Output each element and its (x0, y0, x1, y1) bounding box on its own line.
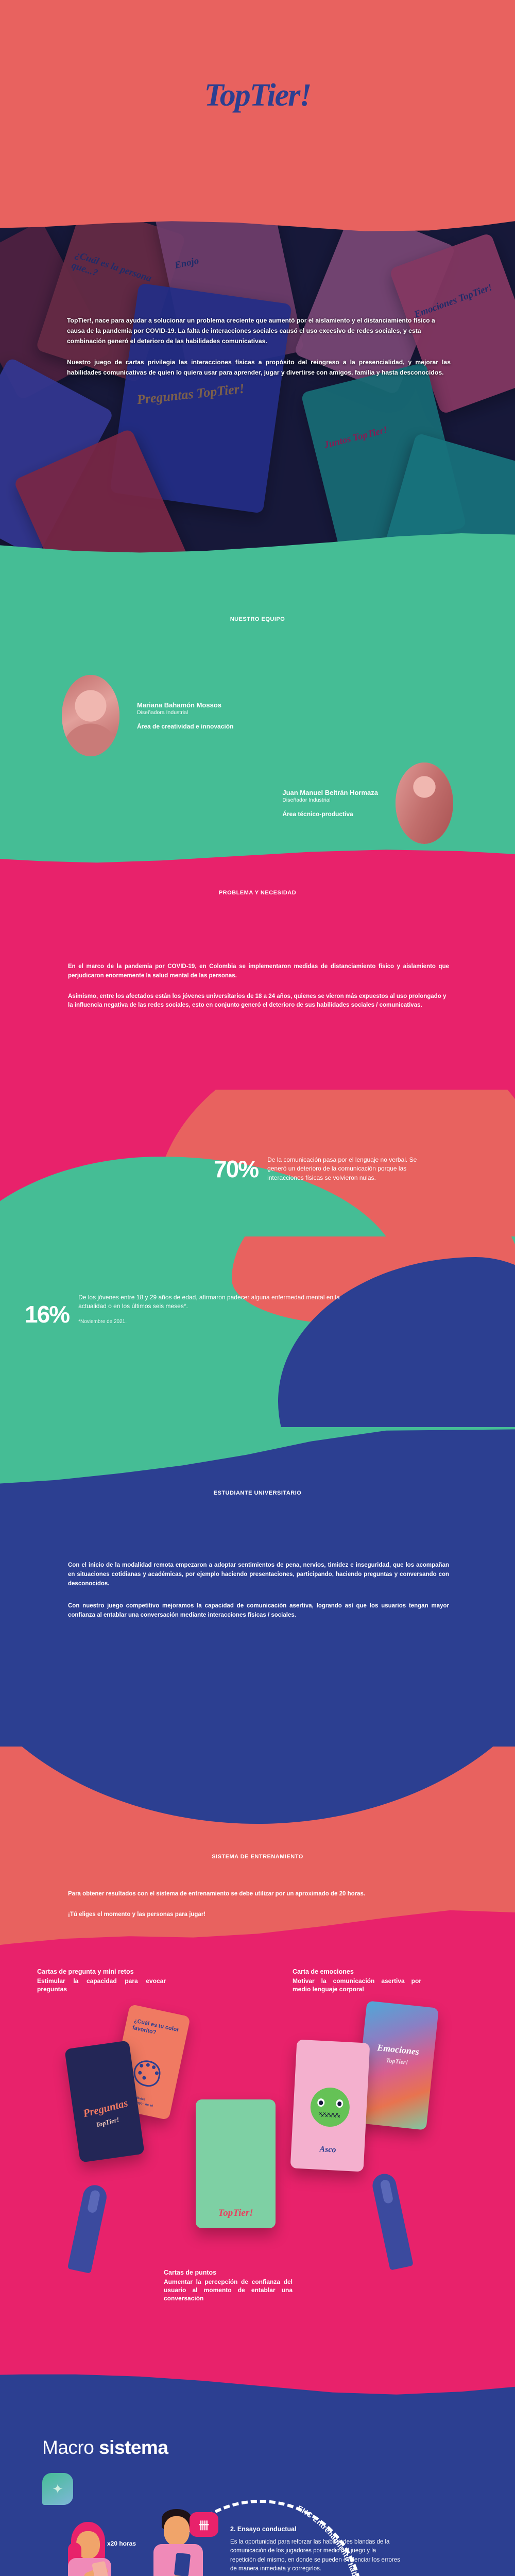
card-label: Asco (319, 2145, 336, 2155)
avatar (62, 675, 119, 756)
intro-photo-section: ¿Cuál es la persona que...? Enojo Emocio… (0, 205, 515, 566)
card-type-desc: Motivar la comunicación asertiva por med… (293, 1977, 421, 1993)
disgust-face-icon (309, 2087, 351, 2128)
hand-right-illustration (370, 2172, 414, 2270)
member-role: Diseñadora Industrial (137, 709, 188, 716)
training-body: Para obtener resultados con el sistema d… (68, 1890, 449, 1920)
member-name: Juan Manuel Beltrán Hormaza (282, 788, 378, 796)
team-member-info: Mariana Bahamón Mossos Diseñadora Indust… (137, 701, 233, 731)
training-paragraph-2: ¡Tú eliges el momento y las personas par… (68, 1911, 206, 1918)
card-type-caption-points: Cartas de puntos Aumentar la percepción … (164, 2269, 293, 2303)
head (164, 2516, 190, 2546)
intro-paragraph-2: Nuestro juego de cartas privilegia las i… (67, 359, 451, 377)
cards-showcase-section: Cartas de pregunta y mini retos Estimula… (0, 1953, 515, 2385)
arc-label-wrapper: EHC Entrenamiento habilidades conductual… (288, 2503, 443, 2576)
sparkle-bubble: ✦ (42, 2473, 73, 2505)
stat-row-16: 16% De los jóvenes entre 18 y 29 años de… (25, 1293, 344, 1326)
member-area: Área técnico-productiva (282, 810, 353, 818)
card-type-title: Carta de emociones (293, 1968, 354, 1975)
student-section: ESTUDIANTE UNIVERSITARIO Con el inicio d… (0, 1427, 515, 1757)
mouth (319, 2111, 340, 2119)
person-illustration-girl (62, 2522, 124, 2576)
avatar-photo (62, 675, 119, 756)
problem-paragraph-2: Asimismo, entre los afectados están los … (68, 993, 447, 1009)
member-area: Área de creatividad e innovación (137, 723, 234, 731)
problem-section: PROBLEMA Y NECESIDAD En el marco de la p… (0, 866, 515, 1108)
training-section: SISTEMA DE ENTRENAMIENTO Para obtener re… (0, 1747, 515, 1963)
step-text: Es la oportunidad para reforzar las habi… (230, 2539, 400, 2572)
card-type-title: Cartas de pregunta y mini retos (37, 1968, 134, 1975)
stat-70-section: 70% De la comunicación pasa por el lengu… (0, 1090, 515, 1255)
card-title: TopTier! (218, 2208, 253, 2218)
stat-text: De los jóvenes entre 18 y 29 años de eda… (78, 1294, 340, 1310)
macro-title-bold: sistema (99, 2437, 168, 2458)
emotion-card: Asco (290, 2039, 370, 2172)
team-section: NUESTRO EQUIPO Mariana Bahamón Mossos Di… (0, 556, 515, 876)
intro-text-block: TopTier!, nace para ayudar a solucionar … (67, 316, 451, 378)
student-body: Con el inicio de la modalidad remota emp… (68, 1561, 449, 1620)
stat-text: De la comunicación pasa por el lenguaje … (267, 1156, 417, 1181)
problem-body: En el marco de la pandemia por COVID-19,… (68, 962, 449, 1010)
training-title: SISTEMA DE ENTRENAMIENTO (212, 1854, 303, 1860)
hand-left-illustration (67, 2183, 109, 2274)
green-wave-divider (0, 1427, 515, 1484)
card-type-caption-emotions: Carta de emociones Motivar la comunicaci… (293, 1968, 421, 1993)
macro-title-thin: Macro (42, 2437, 94, 2458)
team-member-info: Juan Manuel Beltrán Hormaza Diseñador In… (282, 789, 378, 818)
training-paragraph-1: Para obtener resultados con el sistema d… (68, 1891, 366, 1897)
points-card: TopTier! (196, 2099, 276, 2228)
stat-16-section: 16% De los jóvenes entre 18 y 29 años de… (0, 1236, 515, 1443)
student-title: ESTUDIANTE UNIVERSITARIO (213, 1490, 302, 1496)
speech-bubble-tally: 卌 (190, 2512, 218, 2537)
macro-step-2: 2. Ensayo conductual Es la oportunidad p… (230, 2526, 400, 2573)
team-title: NUESTRO EQUIPO (230, 616, 285, 622)
repeat-label: x20 horas (107, 2540, 136, 2547)
stat-footnote: *Noviembre de 2021. (78, 1318, 127, 1325)
wave-divider-top (0, 2365, 515, 2395)
macro-system-section: Macro sistema EHC Entrenamiento habilida… (0, 2365, 515, 2576)
palette-icon (131, 2058, 163, 2089)
card-type-caption-questions: Cartas de pregunta y mini retos Estimula… (37, 1968, 166, 1993)
problem-paragraph-1: En el marco de la pandemia por COVID-19,… (68, 963, 449, 979)
step-heading: 2. Ensayo conductual (230, 2526, 297, 2533)
eye-left (317, 2098, 325, 2107)
macro-title: Macro sistema (42, 2437, 168, 2459)
cards-photo-background: ¿Cuál es la persona que...? Enojo Emocio… (0, 205, 515, 566)
stat-value: 16% (25, 1301, 70, 1328)
team-member-2: Juan Manuel Beltrán Hormaza Diseñador In… (282, 762, 453, 844)
held-card (174, 2552, 191, 2576)
member-role: Diseñador Industrial (282, 797, 331, 804)
team-member-1: Mariana Bahamón Mossos Diseñadora Indust… (62, 675, 233, 756)
member-name: Mariana Bahamón Mossos (137, 701, 221, 709)
intro-paragraph-1: TopTier!, nace para ayudar a solucionar … (67, 317, 435, 345)
card-type-desc: Aumentar la percepción de confianza del … (164, 2278, 293, 2302)
avatar-photo (396, 762, 453, 844)
card-type-desc: Estimular la capacidad para evocar pregu… (37, 1977, 166, 1993)
navy-curve-divider (0, 1747, 515, 1824)
stat-value: 70% (214, 1156, 259, 1183)
brand-logo: TopTier! (204, 78, 312, 113)
student-paragraph-1: Con el inicio de la modalidad remota emp… (68, 1562, 449, 1587)
hero-section: TopTier! (0, 0, 515, 222)
student-paragraph-2: Con nuestro juego competitivo mejoramos … (68, 1603, 449, 1619)
card-question: ¿Cuál es tu color favorito? (131, 2018, 180, 2036)
photo-overlay (0, 205, 515, 566)
card-type-title: Cartas de puntos (164, 2269, 217, 2276)
avatar (396, 762, 453, 844)
problem-title: PROBLEMA Y NECESIDAD (218, 890, 297, 896)
stat-row-70: 70% De la comunicación pasa por el lengu… (214, 1156, 430, 1182)
person-illustration-boy-1: 卌 (149, 2509, 218, 2576)
eye-right (335, 2099, 344, 2108)
